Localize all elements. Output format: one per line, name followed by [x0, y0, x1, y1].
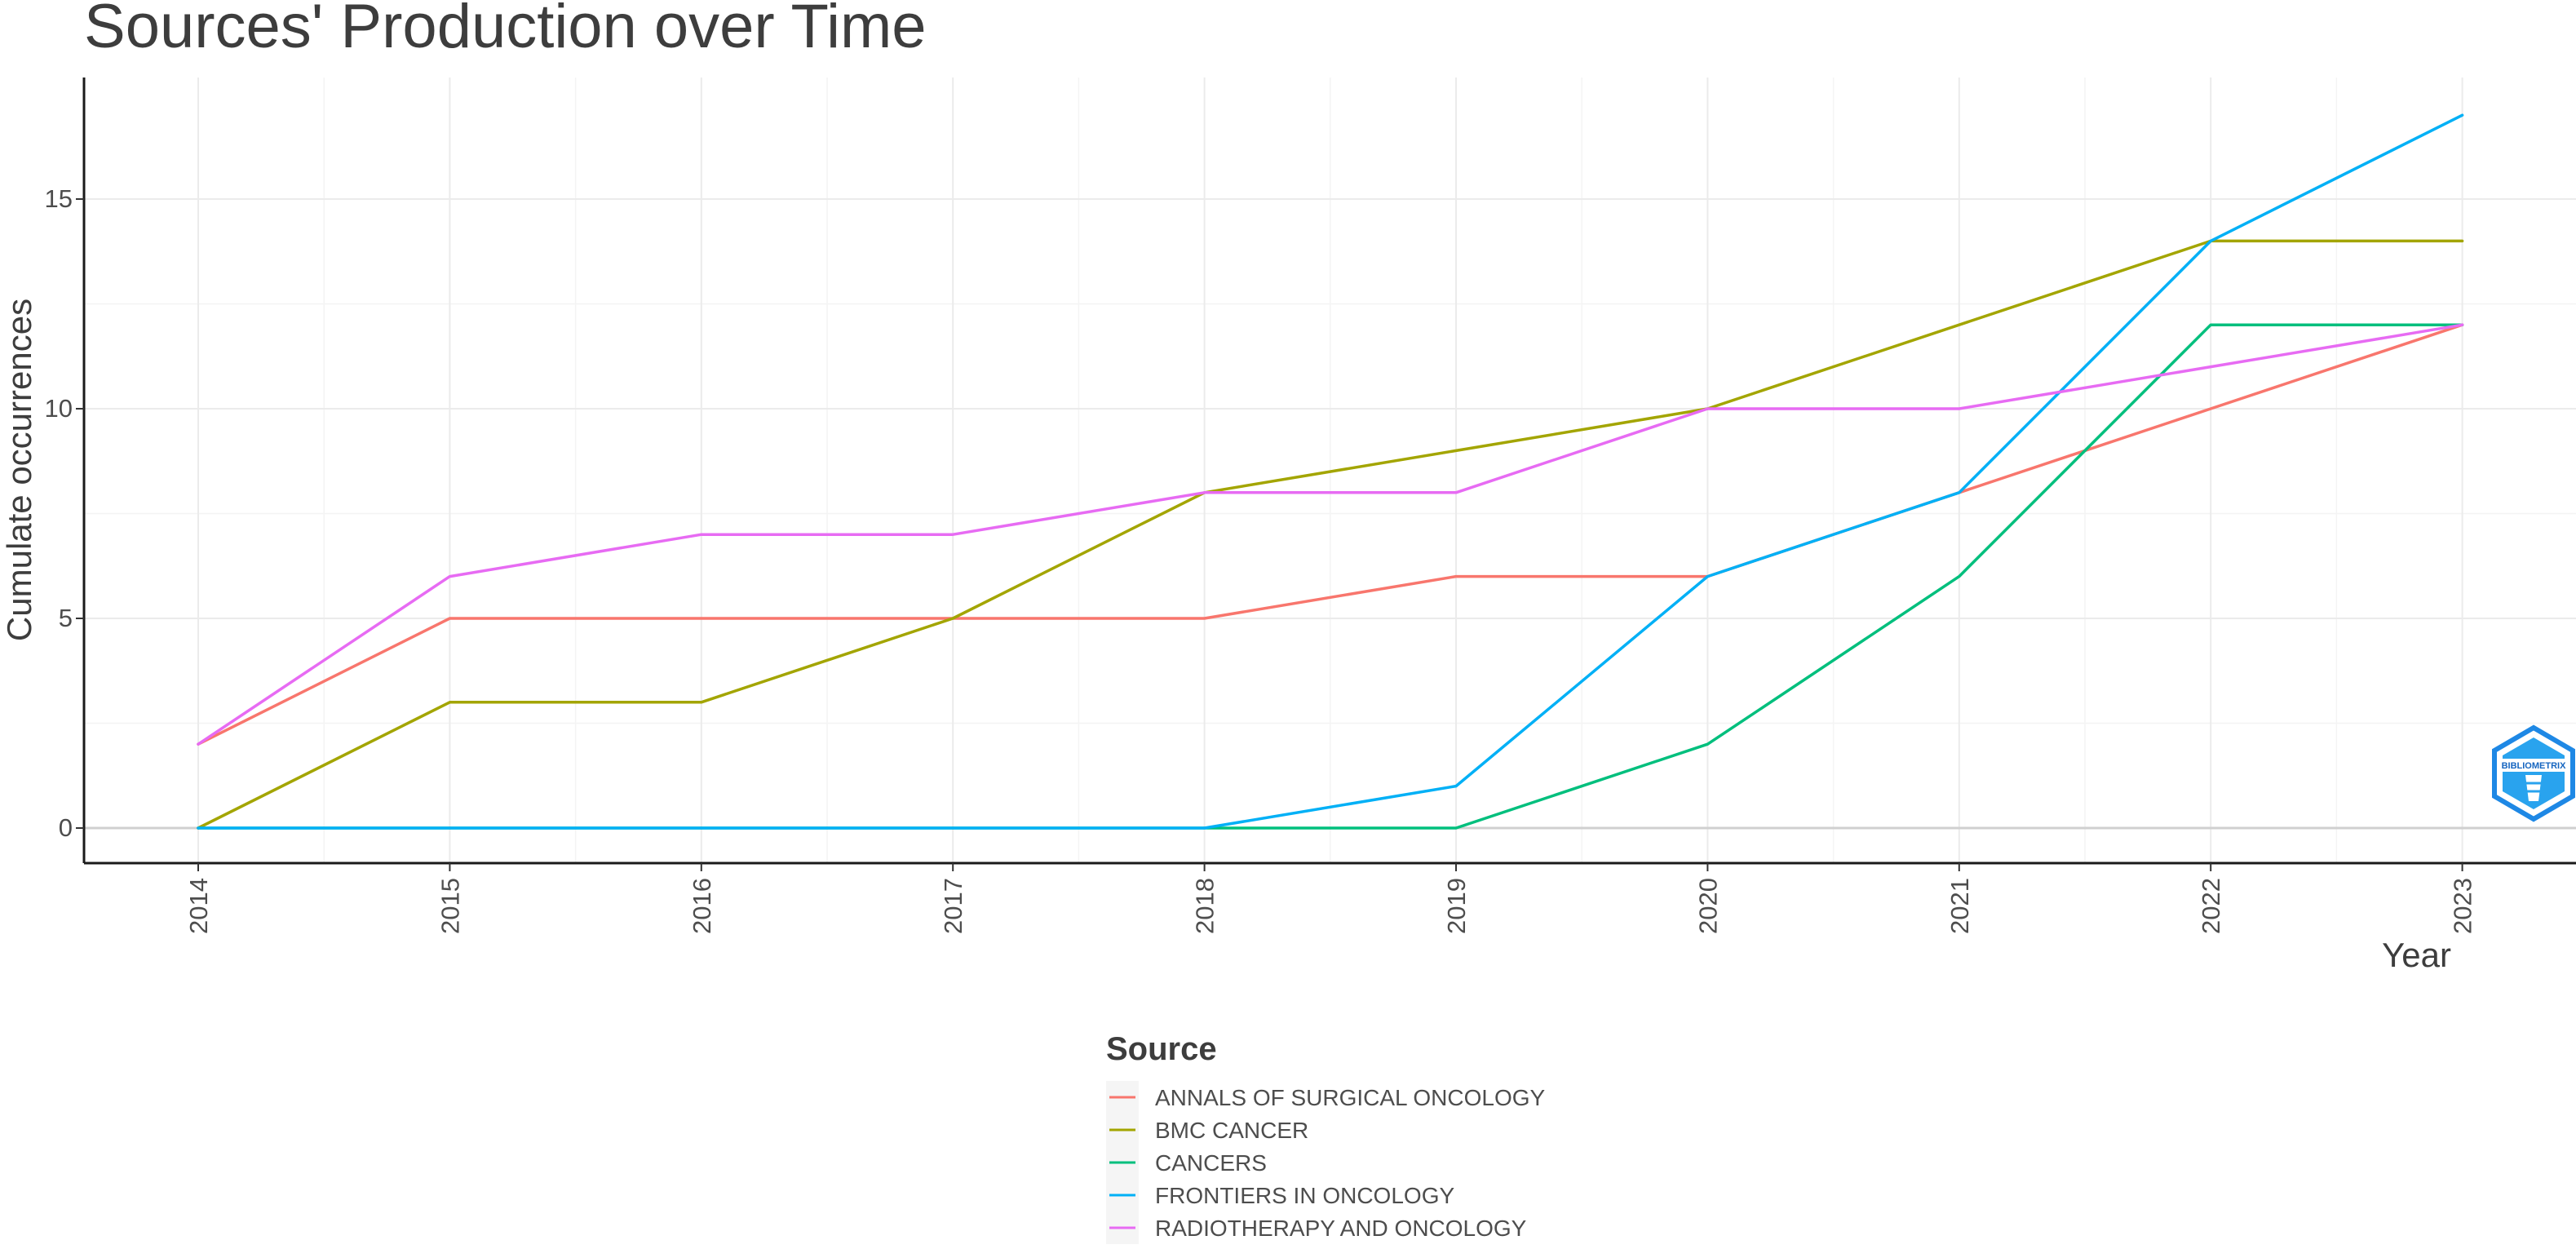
y-axis-title: Cumulate occurrences	[0, 299, 38, 641]
y-tick-labels: 0 5 10 15	[45, 184, 84, 842]
x-tick-label: 2023	[2449, 878, 2477, 934]
x-tick-label: 2022	[2197, 878, 2225, 934]
y-tick-label: 5	[59, 604, 73, 632]
logo-hexagon-inner	[2503, 737, 2565, 809]
y-tick-label: 10	[45, 394, 73, 423]
legend-label: FRONTIERS IN ONCOLOGY	[1155, 1183, 1454, 1208]
x-tick-label: 2015	[436, 878, 464, 934]
y-tick-label: 15	[45, 184, 73, 213]
series-line-2	[197, 239, 2464, 830]
x-tick-label: 2020	[1693, 878, 1722, 934]
series-lines	[197, 113, 2464, 830]
x-axis-title: Year	[2382, 936, 2451, 974]
legend-title: Source	[1106, 1031, 1217, 1067]
x-tick-label: 2017	[939, 878, 967, 934]
y-tick-label: 0	[59, 813, 73, 842]
logo-text: BIBLIOMETRIX	[2502, 761, 2566, 771]
legend-label: RADIOTHERAPY AND ONCOLOGY	[1155, 1216, 1527, 1241]
logo-figure	[2525, 775, 2542, 801]
x-tick-label: 2018	[1191, 878, 1219, 934]
legend-label: ANNALS OF SURGICAL ONCOLOGY	[1155, 1085, 1545, 1110]
grid	[84, 78, 2576, 863]
axes	[82, 78, 2576, 865]
chart-title: Sources' Production over Time	[84, 0, 927, 61]
bibliometrix-logo: BIBLIOMETRIX	[2492, 724, 2575, 822]
series-line-4	[197, 113, 2464, 830]
x-tick-label: 2021	[1945, 878, 1974, 934]
legend: ANNALS OF SURGICAL ONCOLOGY BMC CANCER CAN…	[1106, 1081, 1545, 1244]
x-tick-labels: 2014 2015 2016 2017 2018 2019 2020 2021 2022 2023	[184, 863, 2477, 934]
logo-band	[2498, 759, 2569, 772]
legend-label: BMC CANCER	[1155, 1118, 1308, 1143]
x-tick-label: 2016	[688, 878, 716, 934]
series-line-5	[197, 323, 2464, 746]
x-tick-label: 2014	[184, 878, 213, 934]
legend-label: CANCERS	[1155, 1150, 1267, 1176]
x-tick-label: 2019	[1442, 878, 1471, 934]
